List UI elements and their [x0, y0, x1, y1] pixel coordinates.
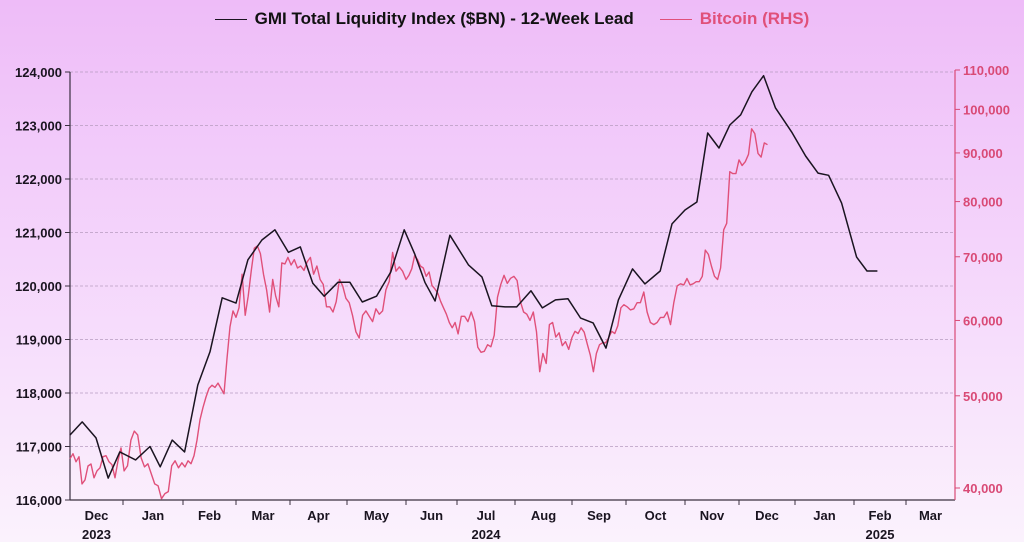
right-tick-label: 70,000 [963, 250, 1003, 265]
legend-label-gmi: GMI Total Liquidity Index ($BN) - 12-Wee… [254, 9, 634, 28]
x-tick-label: Nov [700, 508, 725, 523]
right-tick-label: 110,000 [963, 63, 1009, 78]
x-tick-label: Feb [868, 508, 891, 523]
right-tick-label: 60,000 [963, 313, 1003, 328]
x-tick-label: Dec [85, 508, 109, 523]
gridlines [70, 71, 955, 447]
chart-legend: GMI Total Liquidity Index ($BN) - 12-Wee… [0, 6, 1024, 32]
legend-label-bitcoin: Bitcoin (RHS) [699, 9, 810, 28]
series-line-bitcoin [69, 128, 768, 500]
x-tick-label: Mar [919, 508, 942, 523]
legend-swatch-bitcoin [659, 18, 692, 20]
x-tick-label: Jan [142, 508, 164, 523]
x-tick-label: Jun [420, 508, 443, 523]
right-tick-label: 50,000 [963, 389, 1003, 404]
left-tick-label: 116,000 [16, 493, 62, 508]
left-tick-label: 123,000 [15, 119, 62, 134]
right-tick-label: 100,000 [963, 102, 1010, 117]
left-tick-label: 119,000 [16, 333, 62, 348]
left-tick-label: 121,000 [15, 226, 62, 241]
x-tick-label: May [364, 508, 390, 523]
right-tick-label: 40,000 [963, 481, 1003, 496]
series-line-gmi [69, 74, 878, 479]
x-year-label: 2025 [866, 527, 895, 542]
left-tick-label: 120,000 [15, 279, 62, 294]
right-axis-ticks: 40,000 50,000 60,000 70,000 80,000 90,000 100,… [955, 63, 1010, 496]
x-year-label: 2024 [472, 527, 502, 542]
x-tick-label: Oct [645, 508, 667, 523]
series-lines [69, 74, 878, 500]
right-tick-label: 80,000 [963, 195, 1003, 210]
x-year-label: 2023 [82, 527, 111, 542]
right-tick-label: 90,000 [963, 146, 1003, 161]
left-tick-label: 122,000 [15, 172, 62, 187]
x-tick-label: Dec [755, 508, 779, 523]
x-tick-label: Aug [531, 508, 556, 523]
x-tick-label: Feb [198, 508, 221, 523]
legend-item-gmi: GMI Total Liquidity Index ($BN) - 12-Wee… [214, 9, 634, 29]
left-tick-label: 117,000 [16, 440, 62, 455]
legend-swatch-gmi [214, 18, 247, 20]
left-tick-label: 124,000 [15, 65, 62, 80]
x-tick-label: Apr [307, 508, 329, 523]
left-tick-label: 118,000 [16, 386, 62, 401]
x-tick-label: Mar [251, 508, 274, 523]
legend-item-bitcoin: Bitcoin (RHS) [659, 9, 810, 29]
x-axis-ticks: Dec 2023 Jan Feb Mar Apr May Jun Jul 2024 Aug Sep Oc… [82, 500, 942, 542]
left-axis-ticks: 116,000 117,000 118,000 119,000 120,000 121,0… [15, 65, 70, 508]
x-tick-label: Jan [813, 508, 835, 523]
axes [69, 70, 956, 501]
x-tick-label: Jul [477, 508, 496, 523]
x-tick-label: Sep [587, 508, 611, 523]
